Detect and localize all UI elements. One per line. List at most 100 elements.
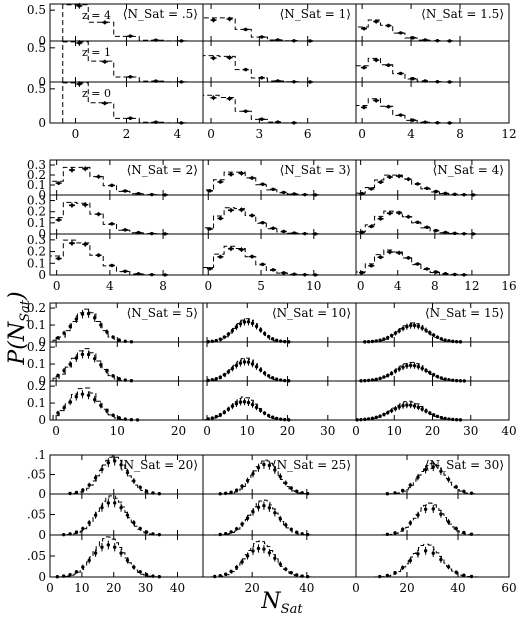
histogram-dashed [202, 207, 356, 235]
histogram-dashed [204, 318, 322, 343]
data-point [251, 472, 255, 476]
data-point [270, 337, 275, 341]
data-point [230, 328, 235, 333]
data-point [412, 323, 417, 328]
x-tick-label: 30 [320, 424, 335, 438]
data-point [428, 411, 432, 415]
y-tick-label: 0.3 [27, 233, 46, 247]
data-point [62, 406, 66, 410]
data-point [274, 416, 279, 421]
panel-g2-r1-c2 [355, 341, 510, 383]
data-point [382, 337, 386, 341]
panel-g1-r0-c2: ⟨N_Sat = 4⟩ [355, 159, 510, 197]
data-point [144, 573, 149, 577]
data-point [258, 328, 263, 332]
data-point [68, 573, 72, 577]
panel-g1-r0-c1: ⟨N_Sat = 3⟩ [202, 159, 357, 197]
y-tick-label: 0.2 [27, 379, 46, 393]
data-point [254, 364, 259, 369]
panel-g0-r2-c2 [355, 81, 510, 125]
data-point [389, 333, 394, 338]
histogram-dashed [52, 348, 164, 382]
data-point [401, 404, 405, 408]
data-point [113, 545, 117, 549]
data-point [99, 323, 103, 327]
data-point [226, 332, 231, 336]
panel-frame [202, 40, 357, 83]
data-point [378, 574, 382, 579]
data-point [68, 400, 72, 404]
histogram-dashed [355, 249, 509, 276]
x-tick-label: 0 [352, 424, 360, 438]
y-tick-label: 0 [38, 487, 46, 501]
redshift-label: z = 1 [82, 46, 111, 59]
data-point [385, 573, 390, 578]
data-point [229, 490, 233, 495]
data-point [405, 324, 409, 329]
panel-g3-r0-c0: 0 .05 .1 ⟨N_Sat = 20⟩ [27, 448, 204, 501]
data-point [267, 506, 272, 510]
data-point [462, 489, 466, 494]
data-point [447, 417, 451, 421]
data-point [366, 417, 371, 421]
x-tick-label: 40 [170, 581, 185, 595]
data-point [62, 574, 66, 578]
x-tick-label: 30 [463, 424, 478, 438]
panel-frame [355, 194, 510, 235]
y-tick-label: .1 [35, 448, 46, 462]
data-point [111, 413, 115, 417]
data-point [214, 414, 218, 419]
data-point [226, 370, 231, 374]
data-point [87, 521, 91, 525]
data-point [439, 512, 443, 516]
panel-g3-r0-c2: ⟨N_Sat = 30⟩ [355, 454, 510, 496]
data-point [258, 368, 263, 372]
data-point [119, 551, 123, 555]
data-point [81, 488, 85, 492]
mean-label: ⟨N_Sat = 1.5⟩ [421, 7, 504, 21]
data-point [80, 352, 85, 357]
panel-g1-r2-c2 [355, 233, 510, 277]
panel-g0-r1-c2 [355, 40, 510, 84]
data-point [240, 484, 244, 488]
data-point [234, 565, 239, 569]
x-tick-label: 40 [450, 581, 465, 595]
data-point [242, 360, 247, 364]
data-point [218, 532, 222, 537]
data-point [262, 371, 267, 375]
panel-g3-r2-c1 [202, 534, 357, 579]
data-point [125, 558, 130, 563]
data-point [256, 546, 261, 551]
data-point [423, 549, 428, 553]
histogram-dashed [202, 245, 356, 276]
data-point [117, 338, 121, 342]
data-point [393, 407, 398, 411]
data-point [214, 377, 218, 381]
data-point [416, 324, 421, 329]
panel-grid: 00.5 z = 4 ⟨N_Sat = .5⟩00.5 z = 100.5 z = 00… [27, 2, 517, 595]
y-tick-label: 0.5 [27, 82, 46, 96]
panel-frame [49, 40, 204, 83]
histogram-dashed [356, 543, 509, 578]
data-point [238, 400, 243, 404]
data-point [246, 360, 251, 364]
histogram-dashed [202, 94, 356, 124]
data-point [246, 400, 251, 405]
data-point [74, 530, 79, 534]
data-point [446, 477, 451, 482]
data-point [105, 369, 109, 373]
histogram-dashed [49, 239, 203, 276]
panel-frame [202, 194, 357, 235]
data-point [214, 338, 218, 343]
panel-frame [355, 493, 510, 536]
y-tick-label: 0.5 [27, 3, 46, 17]
x-tick-label: 4 [106, 279, 114, 293]
data-point [382, 412, 386, 417]
panel-g3-r1-c0: 0.05 [27, 493, 204, 542]
data-point [284, 567, 288, 571]
panel-g2-r2-c2 [355, 380, 510, 422]
data-point [62, 368, 66, 373]
data-point [435, 414, 440, 419]
data-point [431, 373, 436, 377]
